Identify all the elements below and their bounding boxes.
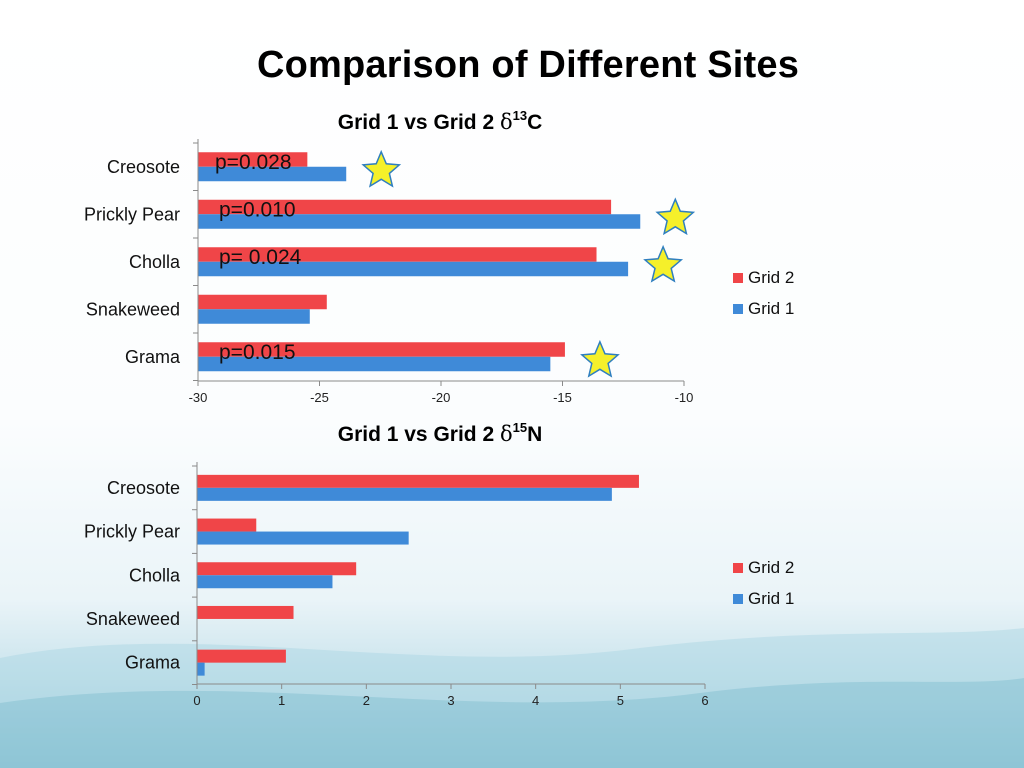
bar-grid-1 (198, 261, 629, 277)
x-tick-label: -10 (675, 390, 694, 405)
bar-grid-1 (197, 531, 409, 545)
chart1-plot: Creosote Prickly Pear Cholla Snakeweed Grama… (84, 139, 794, 405)
bar-grid-2 (197, 649, 286, 663)
bar-grid-1 (198, 309, 310, 324)
category-label: Cholla (129, 252, 181, 272)
category-label: Creosote (107, 478, 180, 498)
bar-grid-2 (198, 199, 612, 215)
legend-swatch (733, 563, 743, 573)
x-tick-label: -15 (553, 390, 572, 405)
p-value-label: p=0.028 (215, 151, 292, 174)
chart2-title-sup: 15 (512, 420, 528, 435)
chart2-title: Grid 1 vs Grid 2 δ15N (0, 420, 880, 447)
legend-label: Grid 2 (748, 268, 794, 287)
x-tick-label: 6 (701, 693, 708, 708)
category-label: Snakeweed (86, 299, 180, 319)
bar-grid-2 (197, 474, 639, 488)
bar-grid-2 (198, 152, 308, 167)
bar-grid-2 (197, 605, 294, 619)
category-label: Creosote (107, 157, 180, 177)
bar-grid-1 (198, 166, 347, 182)
category-label: Cholla (129, 565, 181, 585)
legend-swatch (733, 273, 743, 283)
bar-grid-2 (198, 294, 327, 310)
bar-grid-1 (197, 575, 333, 589)
category-label: Grama (125, 347, 181, 367)
category-label: Grama (125, 653, 181, 673)
bar-grid-2 (198, 342, 565, 357)
chart1-title: Grid 1 vs Grid 2 δ13C (0, 108, 880, 135)
p-value-label: p=0.010 (219, 198, 296, 221)
significance-star-icon (361, 149, 402, 188)
legend-swatch (733, 594, 743, 604)
x-tick-label: 1 (278, 693, 285, 708)
bar-grid-2 (198, 247, 597, 262)
chart1-title-elem: C (527, 111, 543, 134)
x-tick-label: -20 (432, 390, 451, 405)
p-value-label: p=0.015 (219, 341, 296, 364)
x-tick-label: -25 (310, 390, 329, 405)
p-value-label: p= 0.024 (219, 246, 302, 269)
chart1-title-sup: 13 (512, 108, 528, 123)
x-tick-label: -30 (189, 390, 208, 405)
legend-label: Grid 1 (748, 299, 794, 318)
bar-grid-1 (198, 356, 551, 372)
bar-grid-1 (198, 214, 641, 229)
bar-grid-2 (197, 518, 257, 532)
chart2-title-elem: N (527, 423, 543, 446)
x-tick-label: 0 (193, 693, 200, 708)
chart2-title-prefix: Grid 1 vs Grid 2 (337, 423, 500, 446)
bar-grid-1 (197, 662, 205, 676)
significance-star-icon (655, 197, 696, 236)
chart1-title-prefix: Grid 1 vs Grid 2 (337, 111, 500, 134)
slide-title: Comparison of Different Sites (256, 44, 800, 86)
significance-star-icon (643, 244, 684, 283)
legend-label: Grid 1 (748, 589, 794, 608)
category-label: Prickly Pear (84, 522, 180, 542)
x-tick-label: 5 (617, 693, 624, 708)
x-tick-label: 2 (363, 693, 370, 708)
chart1-title-delta: δ (499, 110, 513, 134)
legend-swatch (733, 304, 743, 314)
bar-grid-2 (197, 562, 357, 576)
chart2-title-delta: δ (499, 422, 513, 446)
x-tick-label: 4 (532, 693, 539, 708)
x-tick-label: 3 (447, 693, 454, 708)
chart2-plot: Creosote Prickly Pear Cholla Snakeweed Grama… (84, 462, 794, 708)
bar-grid-1 (197, 487, 612, 501)
legend-label: Grid 2 (748, 558, 794, 577)
significance-star-icon (580, 339, 620, 378)
category-label: Snakeweed (86, 609, 180, 629)
category-label: Prickly Pear (84, 204, 180, 224)
